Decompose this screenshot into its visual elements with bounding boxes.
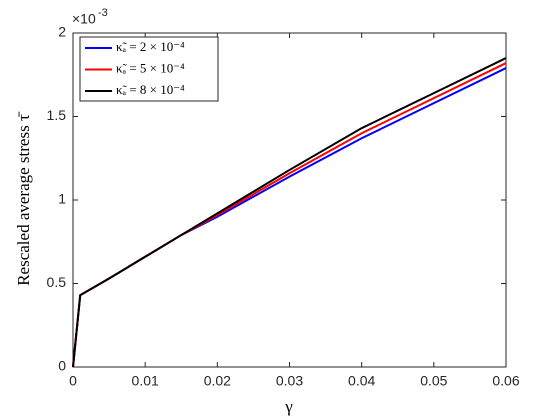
y-multiplier: ×10 — [72, 11, 96, 27]
x-tick-label: 0.05 — [420, 373, 447, 389]
y-axis-label: Rescaled average stress τ̄ — [14, 111, 33, 286]
x-tick-label: 0 — [69, 373, 77, 389]
y-multiplier-exponent: -3 — [98, 7, 108, 19]
x-tick-label: 0.04 — [348, 373, 375, 389]
x-axis-label: γ — [284, 397, 293, 416]
y-tick-label: 2 — [58, 24, 66, 40]
y-tick-label: 0 — [58, 358, 66, 374]
x-tick-label: 0.01 — [132, 373, 159, 389]
legend-label: κ̃ₐ = 2 × 10⁻⁴ — [116, 39, 185, 54]
x-tick-label: 0.06 — [492, 373, 519, 389]
y-tick-label: 1.5 — [47, 107, 67, 123]
data-line — [72, 57, 507, 368]
x-tick-label: 0.03 — [276, 373, 303, 389]
legend-label: κ̃ₐ = 8 × 10⁻⁴ — [116, 82, 185, 97]
legend-label: κ̃ₐ = 5 × 10⁻⁴ — [116, 60, 185, 75]
x-tick-label: 0.02 — [204, 373, 231, 389]
y-tick-label: 1 — [58, 191, 66, 207]
y-tick-label: 0.5 — [47, 274, 67, 290]
